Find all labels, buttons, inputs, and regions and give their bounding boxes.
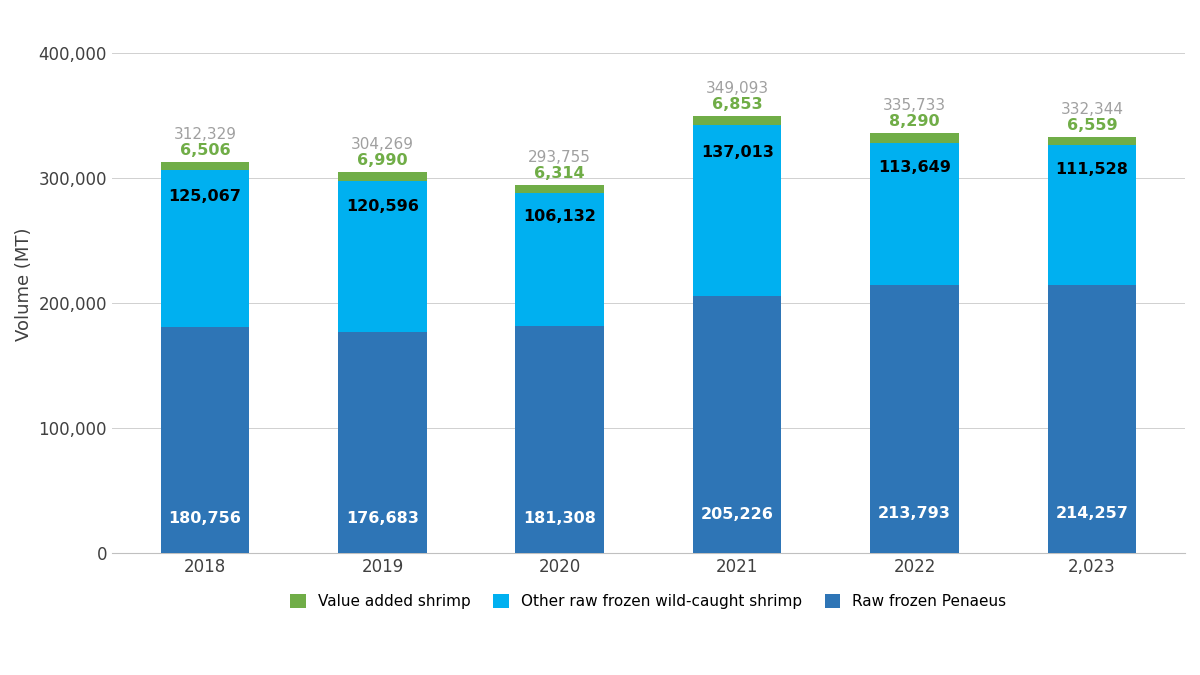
Text: 304,269: 304,269: [350, 137, 414, 153]
Text: 8,290: 8,290: [889, 113, 940, 128]
Text: 214,257: 214,257: [1056, 506, 1128, 520]
Bar: [870, 143, 959, 286]
Text: 176,683: 176,683: [346, 511, 419, 526]
Bar: [692, 296, 781, 553]
Bar: [338, 172, 427, 181]
Bar: [870, 133, 959, 143]
Bar: [516, 326, 604, 553]
Text: 137,013: 137,013: [701, 145, 774, 161]
Text: 6,559: 6,559: [1067, 117, 1117, 133]
Bar: [1048, 137, 1136, 145]
Bar: [516, 193, 604, 326]
Bar: [161, 327, 250, 553]
Bar: [692, 116, 781, 125]
Bar: [1048, 285, 1136, 553]
Text: 293,755: 293,755: [528, 151, 592, 165]
Text: 205,226: 205,226: [701, 507, 774, 522]
Bar: [161, 162, 250, 170]
Text: 6,853: 6,853: [712, 97, 762, 112]
Text: 6,990: 6,990: [358, 153, 408, 168]
Y-axis label: Volume (MT): Volume (MT): [14, 227, 32, 341]
Text: 125,067: 125,067: [168, 189, 241, 204]
Text: 349,093: 349,093: [706, 81, 769, 96]
Text: 332,344: 332,344: [1061, 102, 1123, 117]
Bar: [338, 332, 427, 553]
Text: 6,506: 6,506: [180, 143, 230, 158]
Bar: [161, 170, 250, 327]
Bar: [516, 186, 604, 193]
Bar: [870, 286, 959, 553]
Text: 312,329: 312,329: [174, 127, 236, 142]
Bar: [692, 125, 781, 296]
Text: 120,596: 120,596: [346, 199, 419, 214]
Text: 106,132: 106,132: [523, 209, 596, 224]
Text: 113,649: 113,649: [878, 161, 950, 176]
Text: 335,733: 335,733: [883, 98, 946, 113]
Text: 181,308: 181,308: [523, 510, 596, 526]
Text: 111,528: 111,528: [1056, 162, 1128, 177]
Legend: Value added shrimp, Other raw frozen wild-caught shrimp, Raw frozen Penaeus: Value added shrimp, Other raw frozen wil…: [284, 588, 1013, 615]
Text: 6,314: 6,314: [534, 166, 586, 181]
Bar: [338, 181, 427, 332]
Bar: [1048, 145, 1136, 285]
Text: 180,756: 180,756: [168, 511, 241, 526]
Text: 213,793: 213,793: [878, 506, 950, 520]
